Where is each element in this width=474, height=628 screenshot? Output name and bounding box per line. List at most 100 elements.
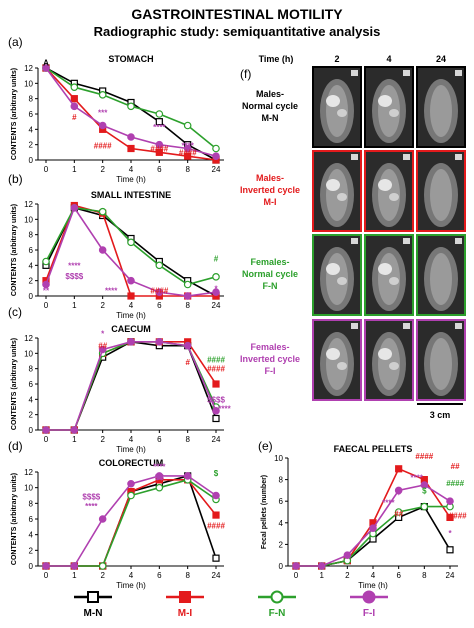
row-label-line: M-N <box>262 113 279 123</box>
x-axis-label: Time (h) <box>116 581 146 590</box>
x-tick-label: 6 <box>157 165 162 174</box>
row-label-line: Normal cycle <box>242 269 298 279</box>
xray-image <box>312 66 362 148</box>
x-tick-label: 6 <box>157 571 162 580</box>
significance-label: * <box>214 284 218 293</box>
scale-label: 3 cm <box>430 410 451 420</box>
significance-label: #### <box>150 145 168 154</box>
data-point <box>212 407 220 415</box>
panel-label: (a) <box>8 35 23 49</box>
contrast-blob <box>326 348 340 360</box>
xray-image <box>312 234 362 316</box>
legend-marker <box>87 591 99 603</box>
data-point <box>98 91 107 99</box>
xray-marker <box>403 323 410 329</box>
xray-marker <box>455 323 462 329</box>
xray-image <box>416 319 466 401</box>
data-point <box>70 95 78 103</box>
data-point <box>127 479 135 488</box>
data-point <box>212 380 220 388</box>
xray-row-label: Females- Inverted cycle F-I <box>240 342 300 376</box>
x-tick-label: 2 <box>345 571 350 580</box>
x-tick-label: 24 <box>212 435 221 444</box>
contrast-blob <box>378 348 392 360</box>
data-point <box>127 238 135 247</box>
significance-label: #### <box>446 479 464 488</box>
significance-label: #### <box>415 452 433 461</box>
x-tick-label: 24 <box>446 571 455 580</box>
panel-label: (e) <box>258 439 273 453</box>
significance-label: $ <box>214 469 219 478</box>
data-point <box>70 102 79 111</box>
data-point <box>98 246 107 254</box>
data-point <box>183 292 192 300</box>
y-tick-label: 8 <box>29 231 34 240</box>
significance-label: **** <box>181 142 194 151</box>
y-axis-label: CONTENTS (arbitrary units) <box>11 473 18 565</box>
data-point <box>446 497 454 506</box>
x-tick-label: 0 <box>44 435 49 444</box>
y-axis-label: CONTENTS (arbitrary units) <box>11 68 18 160</box>
xray-image <box>364 66 414 148</box>
data-point <box>155 148 163 156</box>
data-point <box>212 511 220 519</box>
data-point <box>212 554 220 562</box>
chart-title: SMALL INTESTINE <box>91 190 171 200</box>
xray-image <box>416 150 466 232</box>
x-tick-label: 0 <box>44 165 49 174</box>
x-tick-label: 1 <box>72 571 77 580</box>
y-tick-label: 6 <box>279 497 284 506</box>
series-f-n <box>42 204 220 289</box>
xray-marker <box>403 154 410 160</box>
significance-label: ## <box>394 509 403 518</box>
x-tick-label: 0 <box>44 571 49 580</box>
significance-label: **** <box>85 502 98 511</box>
y-tick-label: 2 <box>29 411 34 420</box>
data-point <box>292 562 300 570</box>
data-point <box>155 472 164 480</box>
data-point <box>98 121 107 130</box>
x-tick-label: 2 <box>100 571 105 580</box>
series-f-i <box>42 64 220 160</box>
data-point <box>394 486 403 495</box>
data-point <box>127 133 135 141</box>
data-point <box>212 491 220 500</box>
data-point <box>155 140 164 149</box>
series-f-n <box>42 338 220 434</box>
data-point <box>212 152 220 160</box>
row-label-line: Normal cycle <box>242 101 298 111</box>
y-tick-label: 4 <box>29 531 34 540</box>
data-point <box>155 110 164 118</box>
legend-item-f-n: F-N <box>258 590 296 619</box>
series-line <box>46 340 217 431</box>
row-label-line: M-I <box>264 197 277 207</box>
row-label-line: Females- <box>250 257 289 267</box>
contrast-blob <box>378 263 392 275</box>
row-label-line: Inverted cycle <box>240 354 300 364</box>
legend-label: F-I <box>363 608 375 619</box>
legend-marker <box>362 590 376 604</box>
row-label-line: Females- <box>250 342 289 352</box>
contrast-blob <box>337 277 347 285</box>
y-tick-label: 8 <box>29 365 34 374</box>
significance-label: **** <box>153 463 166 472</box>
time-column-label: 4 <box>386 54 391 64</box>
significance-label: A <box>43 59 49 68</box>
xray-image <box>416 234 466 316</box>
x-axis-label: Time (h) <box>116 445 146 454</box>
data-point <box>70 562 79 570</box>
x-tick-label: 8 <box>422 571 427 580</box>
contrast-blob <box>389 362 399 370</box>
data-point <box>369 524 377 533</box>
data-point <box>183 280 192 289</box>
x-axis-label: Time (h) <box>116 175 146 184</box>
x-tick-label: 2 <box>100 165 105 174</box>
time-column-label: 2 <box>334 54 339 64</box>
x-tick-label: 2 <box>100 301 105 310</box>
x-tick-label: 4 <box>129 301 134 310</box>
xray-row-label: Females- Normal cycle F-N <box>242 257 298 291</box>
data-point <box>394 508 403 516</box>
y-tick-label: 4 <box>29 261 34 270</box>
